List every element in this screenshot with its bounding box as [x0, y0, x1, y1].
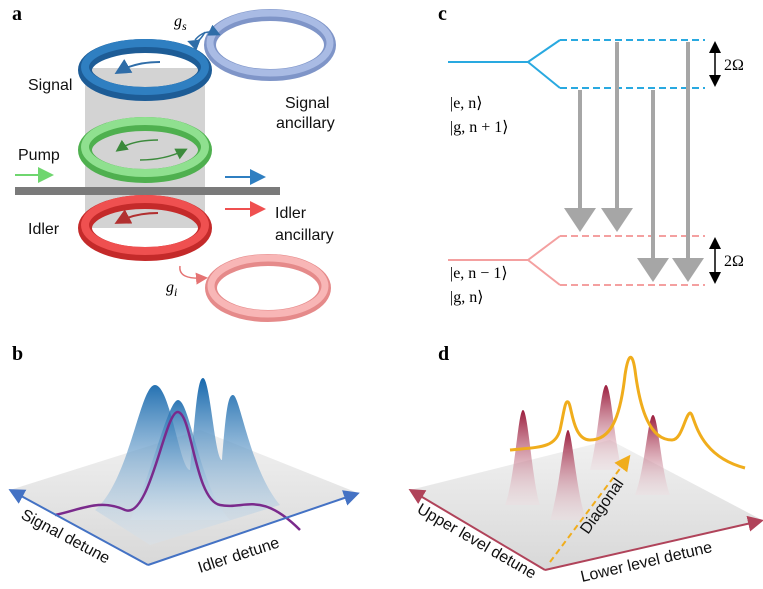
panel-label: d	[438, 343, 449, 365]
splitting-label: 2Ω	[724, 253, 744, 270]
figure: a b c d gs Signal Signal ancillary Pump …	[0, 0, 763, 589]
symbol: g	[174, 13, 182, 30]
coupling-label: gi	[166, 279, 177, 299]
panel-label: a	[12, 3, 22, 25]
splitting-label: 2Ω	[724, 57, 744, 74]
label: Idler	[28, 221, 60, 238]
state-label: |g, n + 1⟩	[450, 119, 508, 136]
label: Idler	[275, 205, 307, 222]
label: ancillary	[276, 115, 335, 132]
state-label: |e, n − 1⟩	[450, 265, 508, 282]
subscript: i	[174, 285, 177, 299]
panel-a: gs Signal Signal ancillary Pump Idler Id…	[15, 13, 335, 316]
coupling-label: gs	[174, 13, 187, 33]
label: Signal	[28, 77, 72, 94]
panel-label: c	[438, 3, 447, 25]
subscript: s	[182, 19, 187, 33]
state-label: |g, n⟩	[450, 289, 483, 306]
panel-label: b	[12, 343, 23, 365]
panel-c	[448, 40, 715, 285]
label: Pump	[18, 147, 60, 164]
panel-b: Signal detune Idler detune	[10, 378, 358, 577]
state-label: |e, n⟩	[450, 95, 483, 112]
panel-d: Upper level detune Lower level detune Di…	[410, 357, 762, 586]
symbol: g	[166, 279, 174, 296]
label: Signal	[285, 95, 329, 112]
label: ancillary	[275, 227, 334, 244]
